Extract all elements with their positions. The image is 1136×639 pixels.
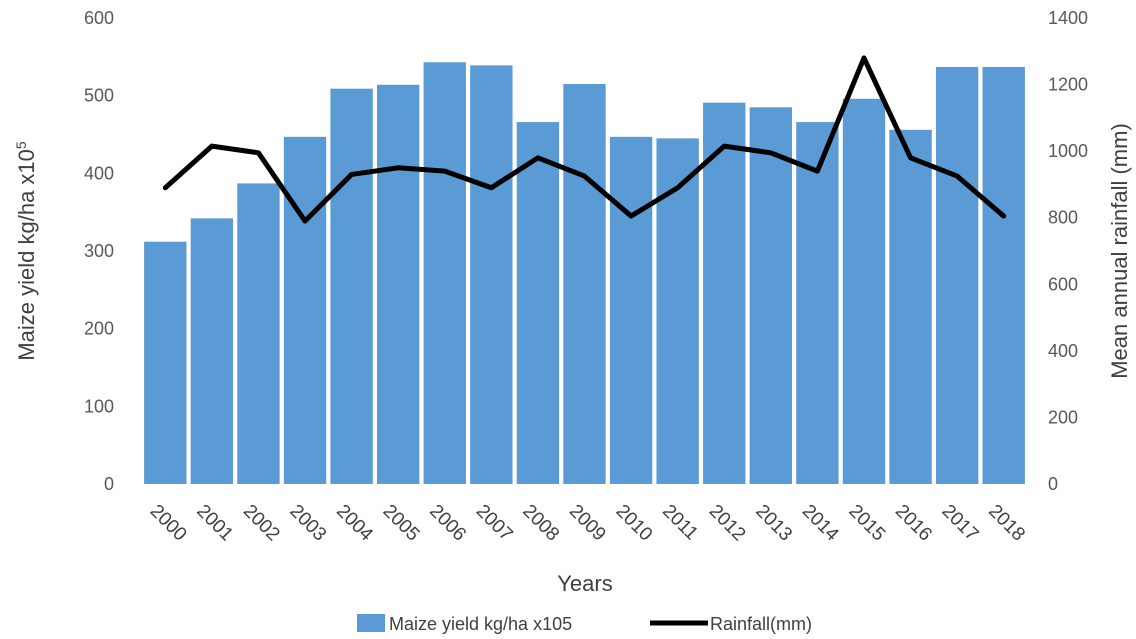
bar-2000	[144, 241, 187, 484]
right-tick-label: 600	[1048, 274, 1078, 294]
x-axis-title: Years	[557, 571, 612, 596]
bar-2004	[330, 88, 373, 484]
x-tick-label-2002: 2002	[239, 501, 284, 546]
x-tick-label-2010: 2010	[612, 501, 657, 546]
x-tick-label-2007: 2007	[472, 501, 517, 546]
x-axis-ticks: 2000 2001 2002 2003 2004 2005 2006 2007 2008 2009…	[146, 501, 1029, 546]
x-tick-label-2008: 2008	[518, 501, 563, 546]
left-tick-label: 600	[84, 8, 114, 28]
x-tick-label-2004: 2004	[332, 501, 377, 546]
right-tick-label: 1400	[1048, 8, 1088, 28]
bar-2017	[935, 66, 979, 485]
right-tick-label: 200	[1048, 407, 1078, 427]
right-tick-label: 800	[1048, 208, 1078, 228]
y-axis-right-title: Mean annual rainfall (mm)	[1107, 123, 1132, 379]
x-tick-label-2012: 2012	[705, 501, 750, 546]
bar-2001	[190, 218, 234, 484]
bar-2008	[516, 122, 560, 484]
bar-2013	[749, 107, 793, 485]
bar-2015	[842, 98, 886, 485]
x-tick-label-2001: 2001	[192, 501, 237, 546]
bar-2002	[237, 183, 280, 484]
x-tick-label-2011: 2011	[658, 501, 702, 545]
bar-2005	[376, 84, 420, 484]
legend-label-rainfall: Rainfall(mm)	[710, 614, 812, 634]
right-tick-label: 1000	[1048, 141, 1088, 161]
x-tick-label-2013: 2013	[751, 501, 796, 546]
bar-2016	[889, 129, 932, 484]
right-axis-ticks: 0 200 400 600 800 1000 1200 1400	[1048, 8, 1088, 494]
bar-2012	[703, 102, 746, 484]
bar-2006	[423, 62, 466, 485]
x-tick-label-2015: 2015	[844, 501, 889, 546]
left-axis-ticks: 0 100 200 300 400 500 600	[84, 8, 114, 494]
right-tick-label: 400	[1048, 341, 1078, 361]
bar-2018	[982, 66, 1025, 485]
legend-swatch-maize	[357, 614, 385, 632]
y-axis-left-title: Maize yield kg/ha x105	[13, 141, 39, 361]
x-tick-label-2000: 2000	[146, 501, 191, 546]
left-tick-label: 300	[84, 241, 114, 261]
left-tick-label: 0	[104, 474, 114, 494]
bar-2003	[283, 136, 327, 484]
bar-2010	[609, 136, 653, 484]
left-tick-label: 200	[84, 319, 114, 339]
bar-2014	[796, 122, 839, 484]
x-tick-label-2017: 2017	[938, 501, 983, 546]
x-tick-label-2009: 2009	[565, 501, 610, 546]
x-tick-label-2014: 2014	[798, 501, 843, 546]
bar-series-group	[144, 62, 1025, 485]
x-tick-label-2018: 2018	[984, 501, 1029, 546]
x-tick-label-2003: 2003	[285, 501, 330, 546]
x-tick-label-2005: 2005	[379, 501, 424, 546]
bar-2007	[470, 65, 513, 485]
bar-2009	[563, 84, 606, 485]
left-tick-label: 400	[84, 163, 114, 183]
legend-label-maize: Maize yield kg/ha x105	[389, 614, 572, 634]
y-axis-left-title-sup: 5	[13, 141, 29, 149]
left-tick-label: 500	[84, 86, 114, 106]
right-tick-label: 1200	[1048, 75, 1088, 95]
x-tick-label-2006: 2006	[425, 501, 470, 546]
x-tick-label-2016: 2016	[891, 501, 936, 546]
y-axis-left-title-main: Maize yield kg/ha x10	[14, 149, 39, 361]
left-tick-label: 100	[84, 396, 114, 416]
line-series-group	[162, 55, 1007, 224]
right-tick-label: 0	[1048, 474, 1058, 494]
legend: Maize yield kg/ha x105 Rainfall(mm)	[357, 614, 812, 634]
